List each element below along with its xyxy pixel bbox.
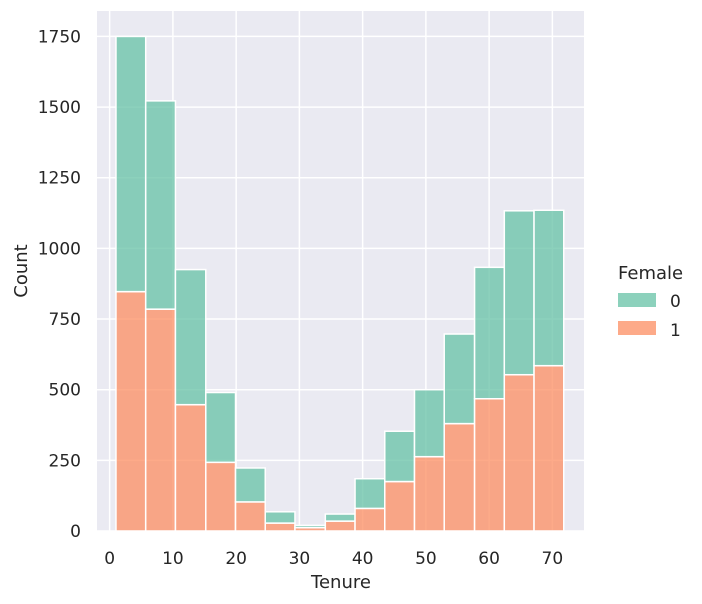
- y-tick-label-3: 750: [49, 310, 81, 330]
- x-tick-label-1: 10: [162, 549, 184, 569]
- y-axis-label: Count: [11, 244, 32, 297]
- bar-series1-bin-14: [533, 364, 565, 532]
- bar-series0-bin-10: [413, 388, 445, 458]
- bar-series0-bin-6: [294, 524, 327, 529]
- bar-series1-bin-8: [354, 507, 386, 532]
- bars: [115, 35, 565, 532]
- x-tick-label-3: 30: [289, 549, 311, 569]
- legend: Female 0 1: [618, 263, 683, 341]
- bar-series0-bin-14: [533, 209, 565, 367]
- y-tick-label-4: 1000: [38, 239, 81, 259]
- y-tick-labels: 0 250 500 750 1000 1250 1500 1750: [38, 27, 81, 542]
- bar-series1-bin-13: [503, 373, 535, 532]
- y-tick-label-2: 500: [49, 381, 81, 401]
- bar-series0-bin-2: [174, 268, 207, 406]
- legend-label-1: 1: [670, 321, 681, 341]
- bar-series1-bin-0: [115, 290, 147, 532]
- bar-series0-bin-0: [115, 35, 147, 293]
- x-axis-label: Tenure: [310, 572, 371, 593]
- bar-series1-bin-2: [174, 403, 207, 532]
- bar-series1-bin-5: [264, 522, 296, 532]
- legend-title: Female: [618, 263, 683, 284]
- legend-label-0: 0: [670, 292, 681, 312]
- y-tick-label-7: 1750: [38, 27, 81, 47]
- bar-series0-bin-7: [324, 513, 356, 522]
- x-tick-label-0: 0: [104, 549, 115, 569]
- bar-series1-bin-10: [413, 455, 445, 532]
- bar-series1-bin-3: [205, 461, 237, 532]
- bar-series0-bin-1: [144, 100, 177, 310]
- bar-series0-bin-5: [264, 511, 296, 524]
- x-tick-label-6: 60: [478, 549, 500, 569]
- bar-series1-bin-7: [324, 520, 356, 532]
- y-tick-label-6: 1500: [38, 98, 81, 118]
- bar-series1-bin-9: [384, 480, 416, 532]
- x-tick-label-5: 50: [415, 549, 437, 569]
- bar-series0-bin-9: [384, 430, 416, 483]
- bar-series0-bin-13: [503, 210, 535, 376]
- bar-series1-bin-4: [234, 501, 266, 532]
- y-tick-label-5: 1250: [38, 169, 81, 189]
- legend-swatch-1: [618, 321, 656, 335]
- bar-series0-bin-4: [234, 467, 266, 503]
- bar-series1-bin-1: [144, 308, 177, 532]
- y-tick-label-0: 0: [70, 522, 81, 542]
- x-tick-label-2: 20: [225, 549, 247, 569]
- bar-series1-bin-11: [443, 422, 476, 532]
- x-tick-label-4: 40: [352, 549, 374, 569]
- bar-series0-bin-8: [354, 477, 386, 510]
- bar-series0-bin-11: [443, 333, 476, 425]
- legend-swatch-0: [618, 293, 656, 307]
- x-tick-label-7: 70: [542, 549, 564, 569]
- bar-series0-bin-3: [205, 391, 237, 464]
- bar-series1-bin-12: [473, 397, 506, 532]
- y-tick-label-1: 250: [49, 451, 81, 471]
- bar-series0-bin-12: [473, 266, 506, 400]
- x-tick-labels: 0 10 20 30 40 50 60 70: [104, 549, 563, 569]
